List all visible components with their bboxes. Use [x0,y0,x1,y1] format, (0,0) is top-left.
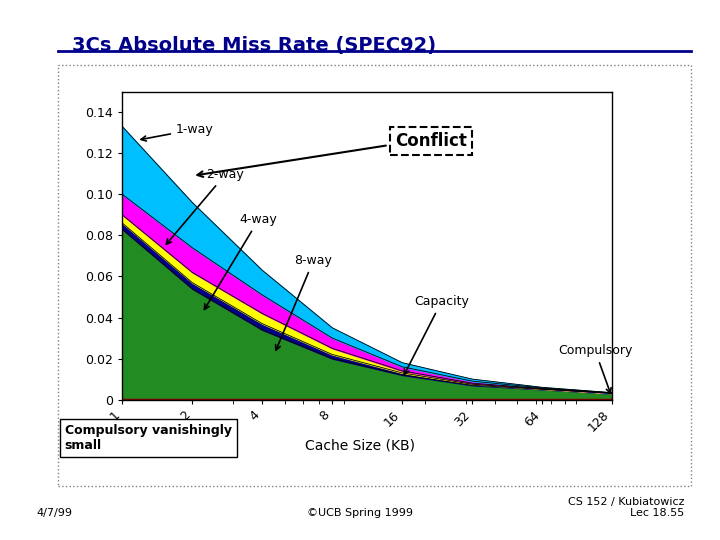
Text: 4/7/99: 4/7/99 [36,508,72,518]
Text: Compulsory vanishingly
small: Compulsory vanishingly small [65,424,232,452]
Text: Capacity: Capacity [405,295,469,375]
Text: CS 152 / Kubiatowicz
Lec 18.55: CS 152 / Kubiatowicz Lec 18.55 [567,497,684,518]
Text: 1-way: 1-way [141,123,214,141]
Text: 8-way: 8-way [276,254,333,350]
Text: Cache Size (KB): Cache Size (KB) [305,438,415,453]
Text: 2-way: 2-way [166,168,244,244]
Text: 4-way: 4-way [204,213,277,309]
Text: ©UCB Spring 1999: ©UCB Spring 1999 [307,508,413,518]
Text: Compulsory: Compulsory [558,345,632,393]
Text: 3Cs Absolute Miss Rate (SPEC92): 3Cs Absolute Miss Rate (SPEC92) [72,36,436,55]
Text: Conflict: Conflict [395,132,467,150]
